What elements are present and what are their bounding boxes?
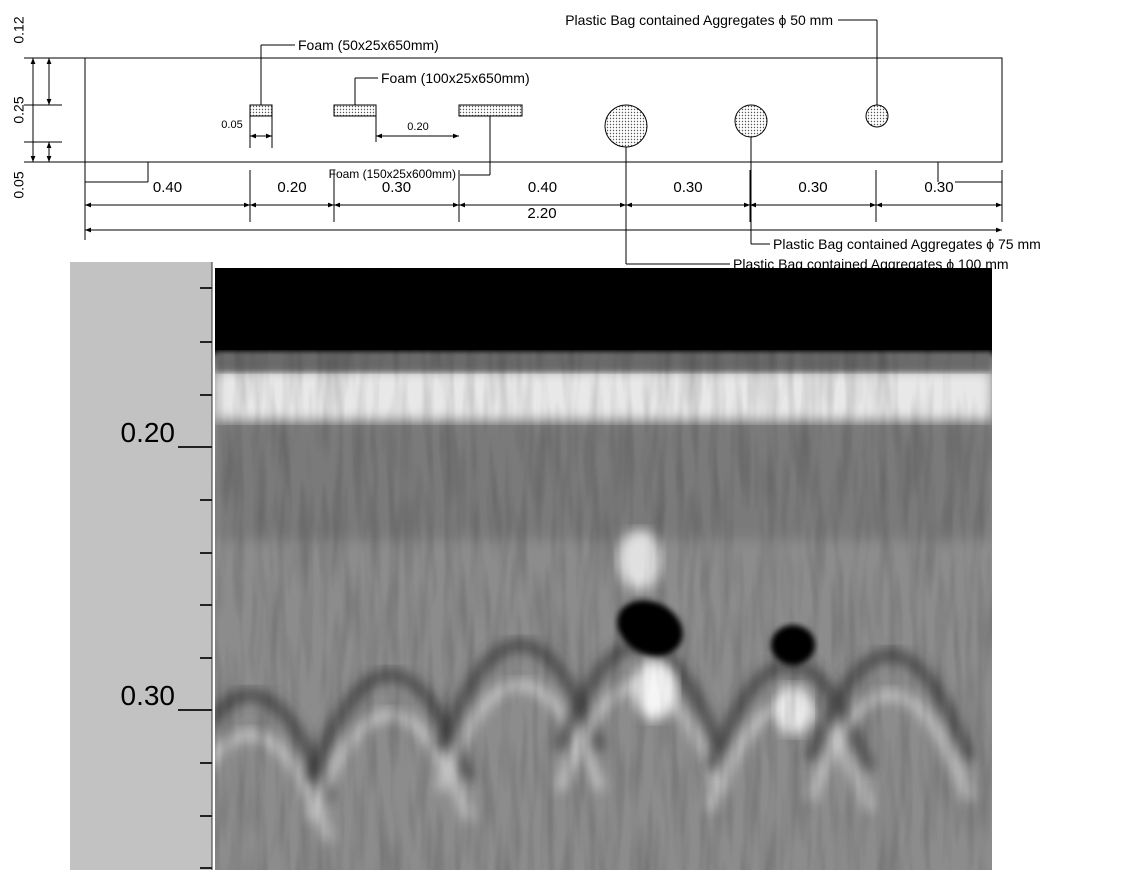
slab xyxy=(84,57,1003,163)
aggregate-bag xyxy=(865,104,889,128)
foam xyxy=(333,104,377,117)
dimension-label: 0.12 xyxy=(11,16,27,43)
dimension-label: 0.40 xyxy=(153,179,182,196)
dimension-label: 0.30 xyxy=(382,179,411,196)
dimension-label: 0.05 xyxy=(11,171,27,198)
foam xyxy=(458,104,523,117)
bag-label: Plastic Bag contained Aggregates ϕ 50 mm xyxy=(565,12,833,28)
depth-label: 0.30 xyxy=(121,680,176,711)
dimension-label: 0.20 xyxy=(277,179,306,196)
depth-label: 0.20 xyxy=(121,417,176,448)
texture xyxy=(215,268,992,870)
foam xyxy=(249,104,273,117)
depth-axis-panel xyxy=(70,262,212,870)
dimension-label: 0.30 xyxy=(924,179,953,196)
aggregate-bag xyxy=(604,104,648,148)
foam-label: Foam (50x25x650mm) xyxy=(298,37,439,53)
foam-label: Foam (100x25x650mm) xyxy=(381,70,530,86)
dimension-label: 0.05 xyxy=(221,119,242,131)
radargram-image xyxy=(215,268,992,870)
dimension-label: 0.25 xyxy=(11,96,27,123)
dimension-label: 0.40 xyxy=(528,179,557,196)
aggregate-bag xyxy=(734,104,768,138)
dimension-label: 0.30 xyxy=(798,179,827,196)
dimension-label: 2.20 xyxy=(527,205,556,222)
bag-label: Plastic Bag contained Aggregates ϕ 75 mm xyxy=(773,236,1041,252)
foam-label: Foam (150x25x600mm) xyxy=(329,167,456,181)
dimension-label: 0.30 xyxy=(673,179,702,196)
dimension-label: 0.20 xyxy=(407,121,428,133)
